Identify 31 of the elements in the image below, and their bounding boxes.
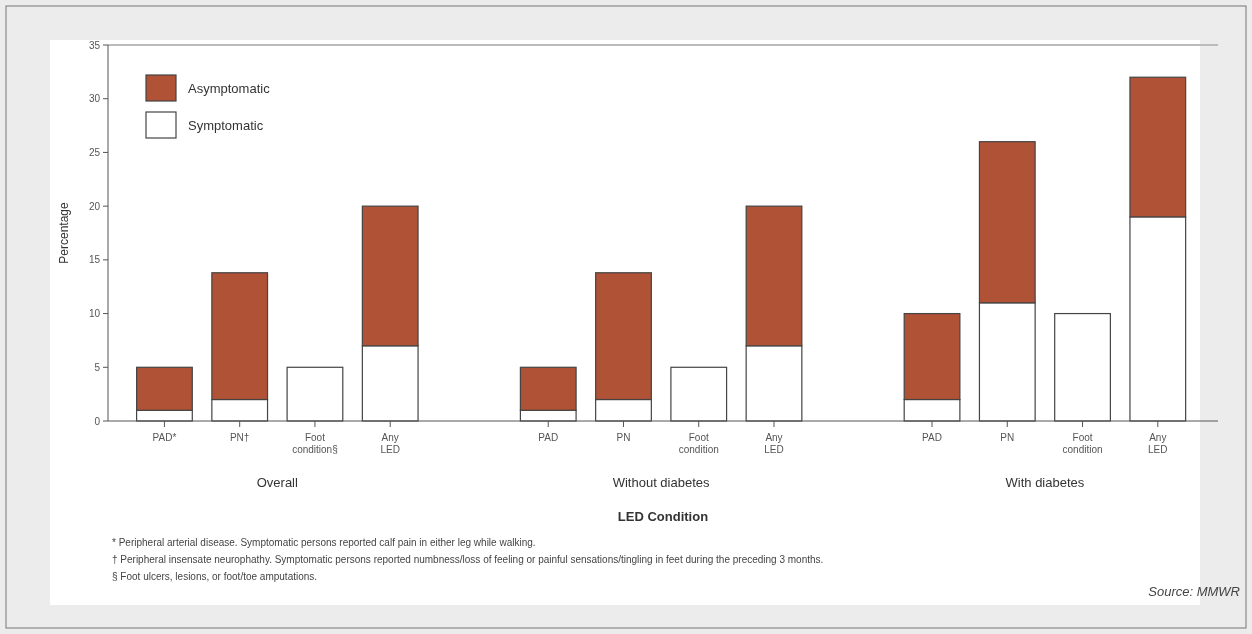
x-tick-label: Any LED (764, 432, 784, 455)
y-tick-label: 0 (94, 415, 101, 427)
x-tick-label: PN (616, 432, 631, 443)
x-tick-label: PAD (538, 432, 559, 443)
text: † Peripheral insensate neurophathy. Symptomatic persons reported numbness/loss of feeling or painful sensations/tingling in feet during the preceding 3 months. (112, 554, 824, 565)
x-tick-label: Foot condition§ (292, 432, 338, 455)
x-tick-label: Any LED (1148, 432, 1168, 455)
x-tick-label: PN† (229, 432, 250, 443)
y-tick-label: 10 (88, 308, 101, 320)
legend-label: Asymptomatic (188, 80, 271, 96)
x-tick-label: Foot condition (678, 432, 719, 455)
source-note: Source: MMWR (1148, 584, 1240, 599)
y-tick-label: 35 (88, 39, 101, 51)
y-tick-label: 25 (88, 146, 101, 158)
y-tick-label: 15 (88, 254, 101, 266)
y-tick-label: 30 (88, 93, 101, 105)
x-tick-label: PN (1000, 432, 1015, 443)
text: Overall (256, 475, 299, 490)
text: * Peripheral arterial disease. Symptomatic persons reported calf pain in either leg while walking. (112, 537, 536, 548)
x-axis-title: LED Condition (617, 509, 709, 524)
y-tick-label: 20 (88, 200, 101, 212)
y-axis-title: Percentage (57, 201, 71, 264)
legend-label: Symptomatic (188, 117, 264, 133)
y-tick-label: 5 (94, 361, 101, 373)
x-tick-label: PAD (922, 432, 942, 443)
x-tick-label: Foot condition (1062, 432, 1103, 455)
x-tick-label: PAD* (152, 432, 177, 443)
text: § Foot ulcers, lesions, or foot/toe amputations. (112, 571, 318, 582)
x-tick-label: Any LED (380, 432, 400, 455)
text: With diabetes (1005, 475, 1085, 490)
text: Without diabetes (612, 475, 711, 490)
